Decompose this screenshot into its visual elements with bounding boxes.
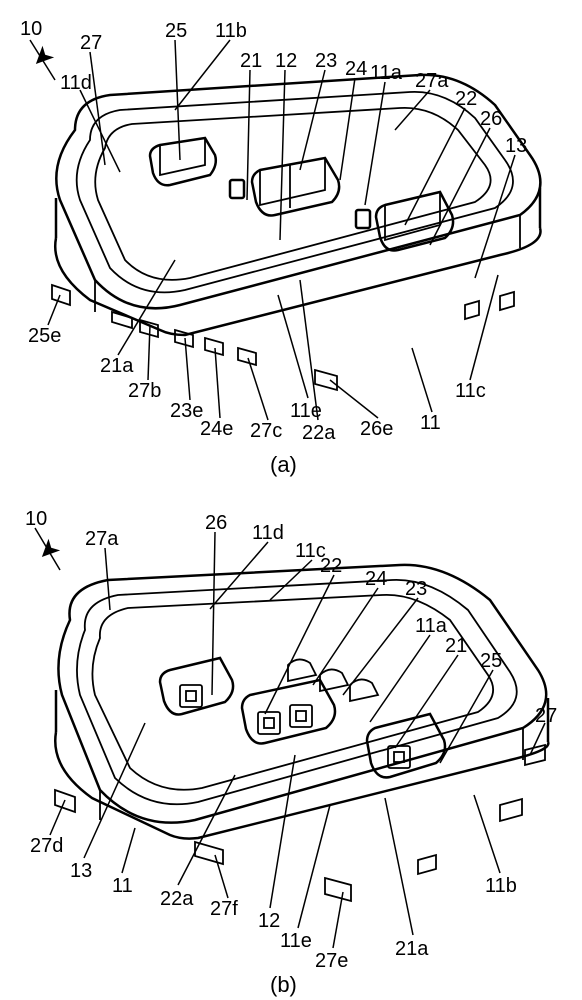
ref-label-24: 24 — [365, 568, 387, 591]
ref-label-25e: 25e — [28, 325, 61, 348]
ref-label-11b: 11b — [215, 20, 247, 43]
ref-label-22a: 22a — [160, 888, 193, 911]
ref-label-25: 25 — [165, 20, 187, 43]
ref-label-23e: 23e — [170, 400, 203, 423]
ref-label-21a: 21a — [395, 938, 428, 961]
ref-label-11e: 11e — [290, 400, 322, 423]
ref-label-27a: 27a — [415, 70, 448, 93]
ref-label-22: 22 — [455, 88, 477, 111]
ref-label-11: 11 — [420, 412, 441, 435]
ref-label-22a: 22a — [302, 422, 335, 445]
ref-label-21: 21 — [445, 635, 467, 658]
figure-b: ➤ (b) 1027a2611d11c22242311a21252727d131… — [0, 480, 582, 1000]
ref-label-26: 26 — [205, 512, 227, 535]
figure-b-svg — [0, 480, 582, 1000]
ref-label-26: 26 — [480, 108, 502, 131]
ref-label-12: 12 — [275, 50, 297, 73]
ref-label-27e: 27e — [315, 950, 348, 973]
ref-label-10: 10 — [20, 18, 42, 41]
ref-label-11: 11 — [112, 875, 133, 898]
ref-label-11a: 11a — [415, 615, 447, 638]
ref-label-23: 23 — [405, 578, 427, 601]
figure-b-tag: (b) — [270, 972, 297, 998]
ref-label-27f: 27f — [210, 898, 238, 921]
ref-label-12: 12 — [258, 910, 280, 933]
ref-label-26e: 26e — [360, 418, 393, 441]
ref-label-11b: 11b — [485, 875, 517, 898]
ref-label-11e: 11e — [280, 930, 312, 953]
ref-label-27c: 27c — [250, 420, 282, 443]
ref-label-24: 24 — [345, 58, 367, 81]
ref-label-27b: 27b — [128, 380, 161, 403]
ref-label-22: 22 — [320, 555, 342, 578]
ref-label-11d: 11d — [60, 72, 92, 95]
ref-label-24e: 24e — [200, 418, 233, 441]
ref-label-21: 21 — [240, 50, 262, 73]
ref-label-27d: 27d — [30, 835, 63, 858]
ref-label-11a: 11a — [370, 62, 402, 85]
ref-label-23: 23 — [315, 50, 337, 73]
ref-label-11d: 11d — [252, 522, 284, 545]
ref-label-27a: 27a — [85, 528, 118, 551]
ref-label-11c: 11c — [455, 380, 486, 403]
ref-label-13: 13 — [505, 135, 527, 158]
ref-label-25: 25 — [480, 650, 502, 673]
ref-label-10: 10 — [25, 508, 47, 531]
ref-label-13: 13 — [70, 860, 92, 883]
ref-label-27: 27 — [535, 705, 557, 728]
figure-a-tag: (a) — [270, 452, 297, 478]
figure-a: ➤ (a) 102711d2511b2112232411a27a22261325… — [0, 0, 582, 480]
ref-label-27: 27 — [80, 32, 102, 55]
ref-label-21a: 21a — [100, 355, 133, 378]
